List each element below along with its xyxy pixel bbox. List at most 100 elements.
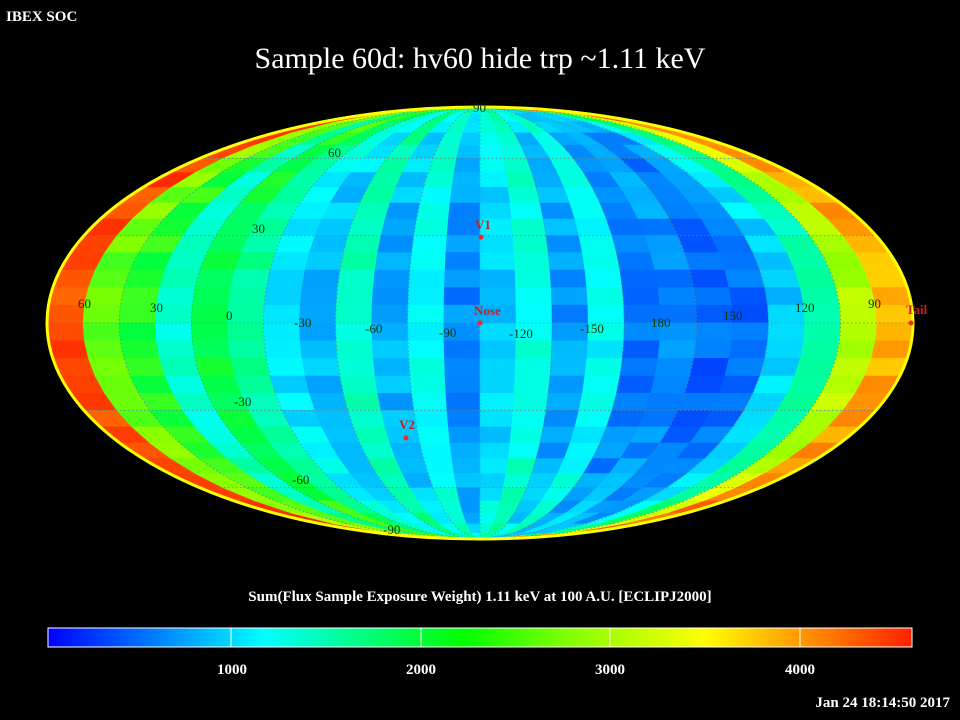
heat-cell xyxy=(871,340,912,359)
heat-cell xyxy=(154,322,193,342)
heat-cell xyxy=(47,322,85,342)
heat-cell xyxy=(829,358,872,377)
heat-cell xyxy=(509,202,544,220)
heat-cell xyxy=(505,172,537,188)
heat-cell xyxy=(479,235,515,253)
heat-cell xyxy=(408,269,446,288)
heat-cell xyxy=(308,235,349,253)
heat-cell xyxy=(159,358,201,377)
heat-cell xyxy=(539,202,576,220)
heat-cell xyxy=(407,287,445,306)
lon-label: 0 xyxy=(226,308,233,323)
heat-cell xyxy=(301,269,341,288)
timestamp: Jan 24 18:14:50 2017 xyxy=(815,695,950,711)
heat-cell xyxy=(389,442,425,459)
marker-nose-dot xyxy=(477,320,483,326)
lon-label: 90 xyxy=(868,296,881,311)
heat-cell xyxy=(619,269,659,288)
heat-cell xyxy=(445,235,481,253)
heat-cell xyxy=(123,358,166,377)
heat-cell xyxy=(274,392,316,411)
marker-tail: Tail xyxy=(906,302,928,326)
marker-v1: V1 xyxy=(475,217,491,240)
heat-cell xyxy=(479,144,504,159)
heat-cell xyxy=(456,487,481,502)
heat-cell xyxy=(695,322,733,342)
heat-cell xyxy=(586,340,625,359)
heat-cell xyxy=(407,304,445,324)
heat-cell xyxy=(479,442,511,459)
heat-cell xyxy=(227,340,267,359)
heat-cell xyxy=(728,340,769,359)
heat-cell xyxy=(724,269,766,288)
heat-cell xyxy=(622,287,661,306)
heat-cell xyxy=(574,218,613,236)
lat-label-90: 90 xyxy=(473,100,486,115)
heat-cell xyxy=(479,358,516,377)
heat-cell xyxy=(266,269,306,288)
heat-cell xyxy=(384,202,421,220)
heat-cell xyxy=(513,375,551,394)
heat-cell xyxy=(839,322,878,342)
heat-cell xyxy=(512,392,549,411)
heat-cell xyxy=(453,473,481,489)
heat-cell xyxy=(616,375,656,394)
heat-cell xyxy=(314,409,354,428)
heat-cell xyxy=(299,340,338,359)
heat-cell xyxy=(875,322,913,342)
heat-cell xyxy=(389,187,425,204)
heat-cell xyxy=(335,340,374,359)
page-title: Sample 60d: hv60 hide trp ~1.11 keV xyxy=(254,42,706,75)
heat-cell xyxy=(689,269,730,288)
heat-cell xyxy=(190,304,229,324)
heat-cell xyxy=(728,287,769,306)
heat-cell xyxy=(407,340,445,359)
marker-tail-label: Tail xyxy=(906,302,928,317)
colorbar-tick-label: 2000 xyxy=(406,662,436,678)
heat-cell xyxy=(427,473,457,489)
heat-cell xyxy=(586,287,625,306)
heat-cell xyxy=(308,392,349,411)
heat-cell xyxy=(584,269,623,288)
heat-cell xyxy=(479,187,511,204)
heat-cell xyxy=(263,340,303,359)
heat-cell xyxy=(190,322,229,342)
heat-cell xyxy=(512,235,549,253)
heat-cell xyxy=(547,252,586,271)
heat-cell xyxy=(545,235,583,253)
heat-cell xyxy=(657,287,697,306)
heat-cell xyxy=(411,235,448,253)
heat-cell xyxy=(453,158,481,173)
heat-cell xyxy=(416,426,451,444)
heat-cell xyxy=(304,375,344,394)
heat-cell xyxy=(511,409,547,428)
heat-cell xyxy=(574,409,613,428)
heat-cell xyxy=(479,409,514,428)
heat-cell xyxy=(611,392,652,411)
heat-cell xyxy=(764,340,805,359)
heat-cell xyxy=(444,358,481,377)
colorbar-tick-label: 4000 xyxy=(785,662,815,678)
heat-cell xyxy=(413,409,449,428)
heat-cell xyxy=(304,252,344,271)
heat-cell xyxy=(479,392,515,411)
heat-cell xyxy=(479,458,509,474)
heat-cell xyxy=(230,269,271,288)
heat-cell xyxy=(374,375,413,394)
heat-cell xyxy=(835,340,876,359)
heat-cell xyxy=(449,187,481,204)
heat-cell xyxy=(578,392,617,411)
marker-v1-label: V1 xyxy=(475,217,491,232)
heat-cell xyxy=(514,358,552,377)
heat-cell xyxy=(343,392,382,411)
heat-cell xyxy=(611,235,652,253)
heat-cell xyxy=(164,252,208,271)
heat-cell xyxy=(767,322,806,342)
heat-cell xyxy=(451,458,481,474)
colorbar-tick-label: 1000 xyxy=(217,662,247,678)
lat-label-m30: -30 xyxy=(234,394,251,409)
heat-cell xyxy=(582,252,621,271)
lat-label-m90: -90 xyxy=(383,522,400,537)
heat-cell xyxy=(445,392,481,411)
